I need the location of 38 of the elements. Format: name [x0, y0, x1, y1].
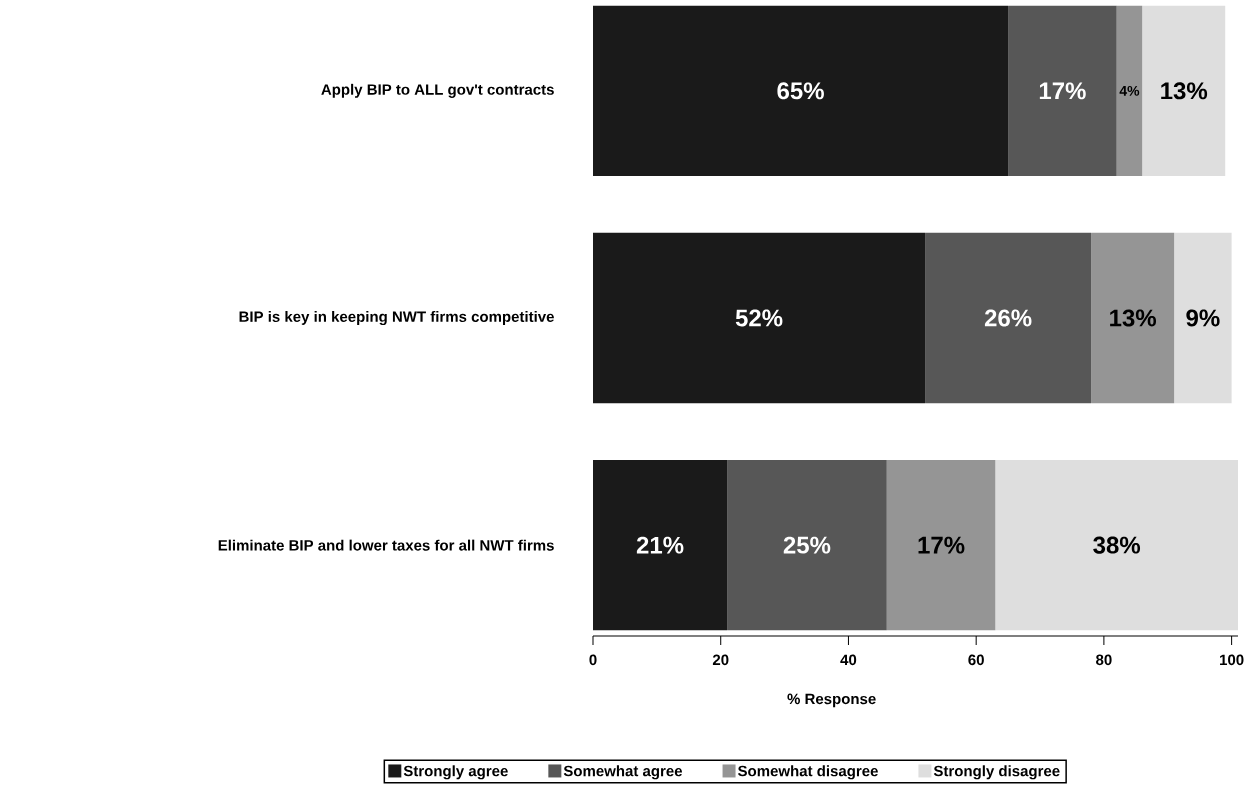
data-label: 21% [636, 536, 684, 554]
x-tick-label: 20 [712, 654, 729, 666]
legend-label: Strongly agree [403, 765, 508, 780]
data-label: 17% [1039, 82, 1086, 100]
legend-label: Somewhat disagree [737, 765, 878, 780]
bar [995, 459, 1238, 631]
data-label: 13% [1161, 82, 1208, 100]
bar [593, 459, 728, 631]
data-label: 38% [1093, 536, 1141, 554]
bar [1116, 5, 1143, 177]
bar [886, 459, 996, 631]
bar [593, 232, 926, 404]
x-tick-label: 60 [968, 654, 984, 666]
data-label: 4% [1119, 85, 1140, 96]
x-tick-label: 100 [1220, 654, 1244, 666]
bar [925, 232, 1092, 404]
data-label: 25% [783, 536, 831, 554]
legend-label: Strongly disagree [933, 765, 1060, 780]
bar [1142, 5, 1226, 177]
y-tick-label: BIP is key in keeping NWT firms competitive [239, 310, 554, 326]
y-tick-label: Apply BIP to ALL gov't contracts [321, 83, 554, 98]
bar [1174, 232, 1232, 404]
data-label: 17% [918, 536, 965, 554]
bar [1008, 5, 1117, 177]
data-label: 65% [777, 82, 824, 100]
x-tick-label: 80 [1096, 654, 1112, 666]
x-tick-label: 40 [840, 654, 857, 666]
data-label: 52% [735, 309, 783, 327]
x-tick-label: 0 [589, 654, 597, 666]
data-label: 13% [1110, 309, 1157, 327]
bar [727, 459, 887, 631]
x-axis-title: % Response [787, 693, 876, 708]
data-label: 9% [1186, 309, 1220, 327]
data-label: 26% [984, 309, 1032, 327]
bar [593, 5, 1009, 177]
legend-label: Somewhat agree [563, 765, 683, 780]
bar [1091, 232, 1175, 404]
y-tick-label: Eliminate BIP and lower taxes for all NWT firms [218, 539, 554, 551]
